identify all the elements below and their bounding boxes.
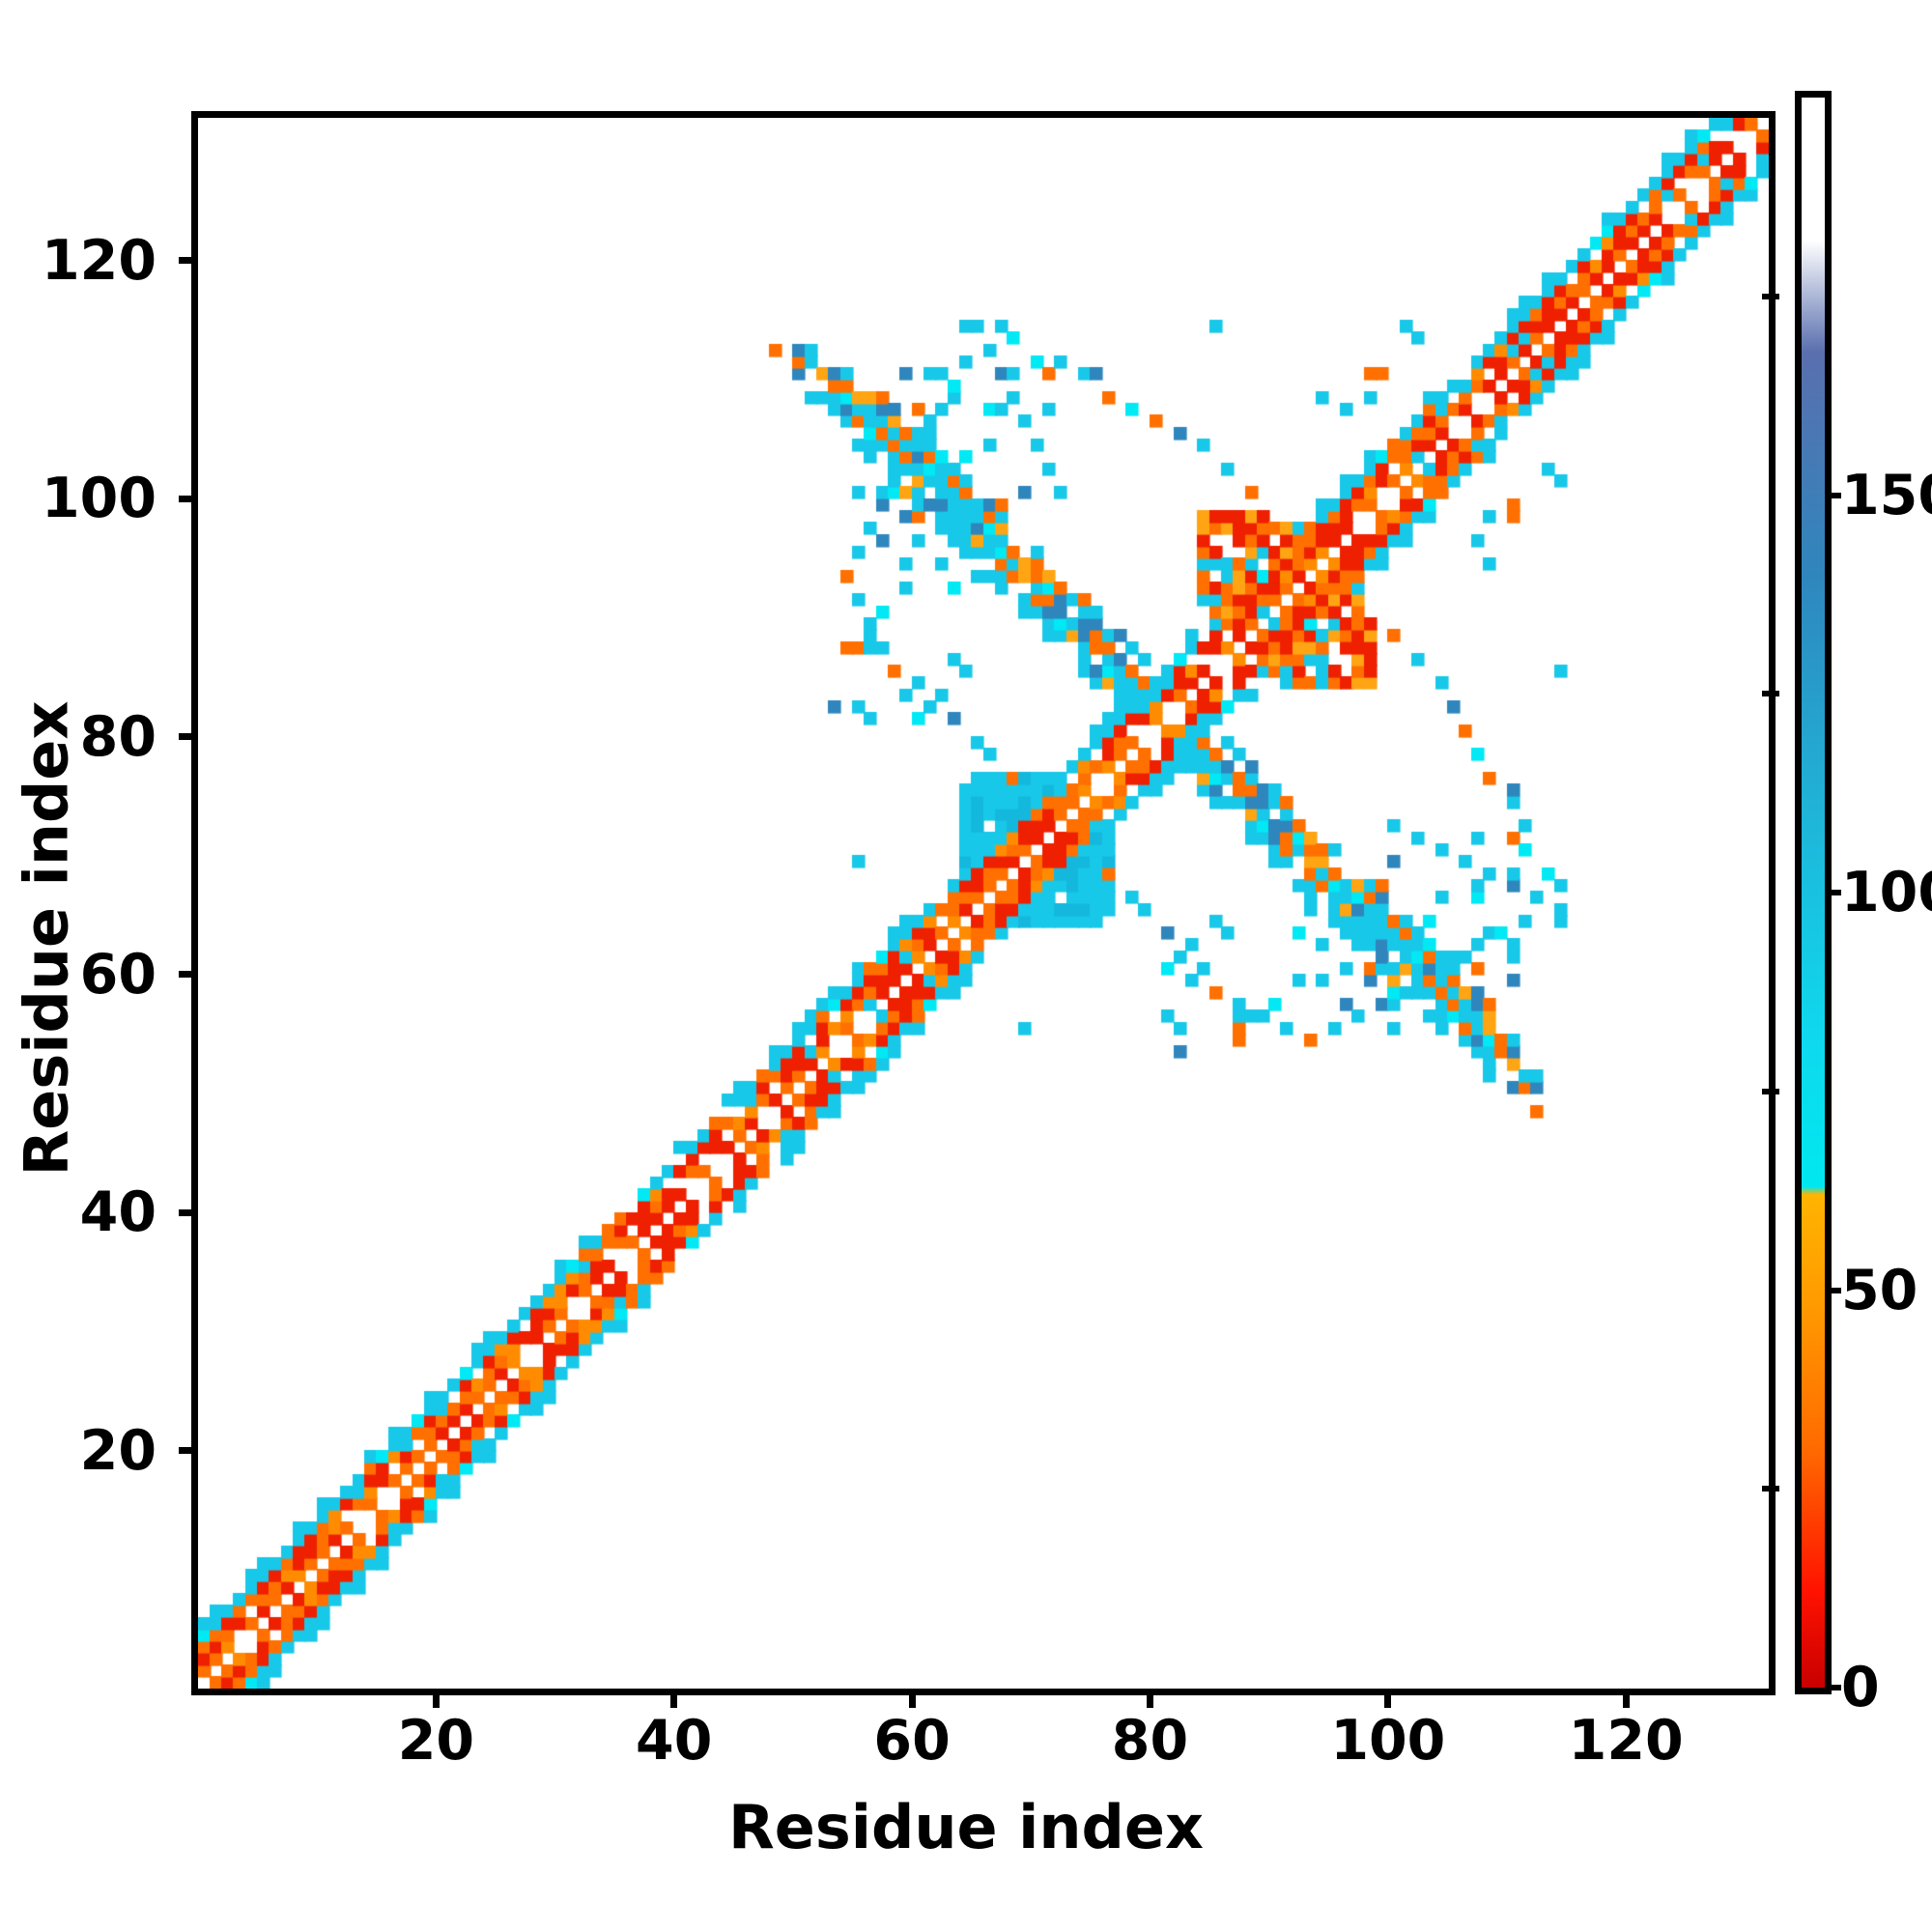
y-tick-label-80: 80 [79, 704, 156, 769]
y-tick-120 [179, 257, 198, 265]
x-tick-label-60: 60 [873, 1709, 951, 1773]
y-tick-label-100: 100 [42, 467, 156, 531]
colorbar-tick-100 [1828, 890, 1841, 895]
x-tick-120 [1622, 1689, 1630, 1708]
colorbar-tick-label-50: 50 [1841, 1258, 1918, 1322]
x-tick-20 [432, 1689, 440, 1708]
y-tick-label-20: 20 [79, 1418, 156, 1483]
contact-map-plot-area [191, 111, 1776, 1695]
colorbar [1795, 91, 1832, 1694]
y-tick-60 [179, 971, 198, 979]
y-tick-label-60: 60 [79, 942, 156, 1007]
colorbar-gradient [1802, 98, 1825, 1688]
x-tick-label-20: 20 [397, 1709, 475, 1773]
x-tick-label-100: 100 [1330, 1709, 1446, 1773]
plot-right-minor-tick [1762, 691, 1779, 697]
x-tick-label-80: 80 [1111, 1709, 1189, 1773]
x-axis-title: Residue index [728, 1792, 1204, 1862]
colorbar-tick-label-0: 0 [1841, 1656, 1880, 1719]
plot-right-minor-tick [1762, 1486, 1779, 1492]
plot-right-minor-tick [1762, 1088, 1779, 1094]
x-tick-60 [908, 1689, 916, 1708]
y-tick-40 [179, 1208, 198, 1216]
x-tick-label-120: 120 [1568, 1709, 1684, 1773]
y-tick-label-120: 120 [42, 228, 156, 293]
x-tick-80 [1146, 1689, 1153, 1708]
x-tick-label-40: 40 [636, 1709, 713, 1773]
y-tick-20 [179, 1447, 198, 1455]
colorbar-tick-50 [1828, 1287, 1841, 1293]
y-axis-title: Residue index [11, 700, 82, 1177]
colorbar-tick-label-150: 150 [1841, 463, 1932, 527]
x-tick-40 [670, 1689, 678, 1708]
y-tick-80 [179, 733, 198, 741]
y-tick-label-40: 40 [79, 1180, 156, 1245]
colorbar-tick-150 [1828, 492, 1841, 498]
colorbar-tick-0 [1828, 1685, 1841, 1690]
y-tick-100 [179, 495, 198, 502]
colorbar-tick-label-100: 100 [1841, 861, 1932, 924]
contact-map-canvas [198, 118, 1769, 1689]
x-tick-100 [1384, 1689, 1392, 1708]
plot-right-minor-tick [1762, 293, 1779, 299]
